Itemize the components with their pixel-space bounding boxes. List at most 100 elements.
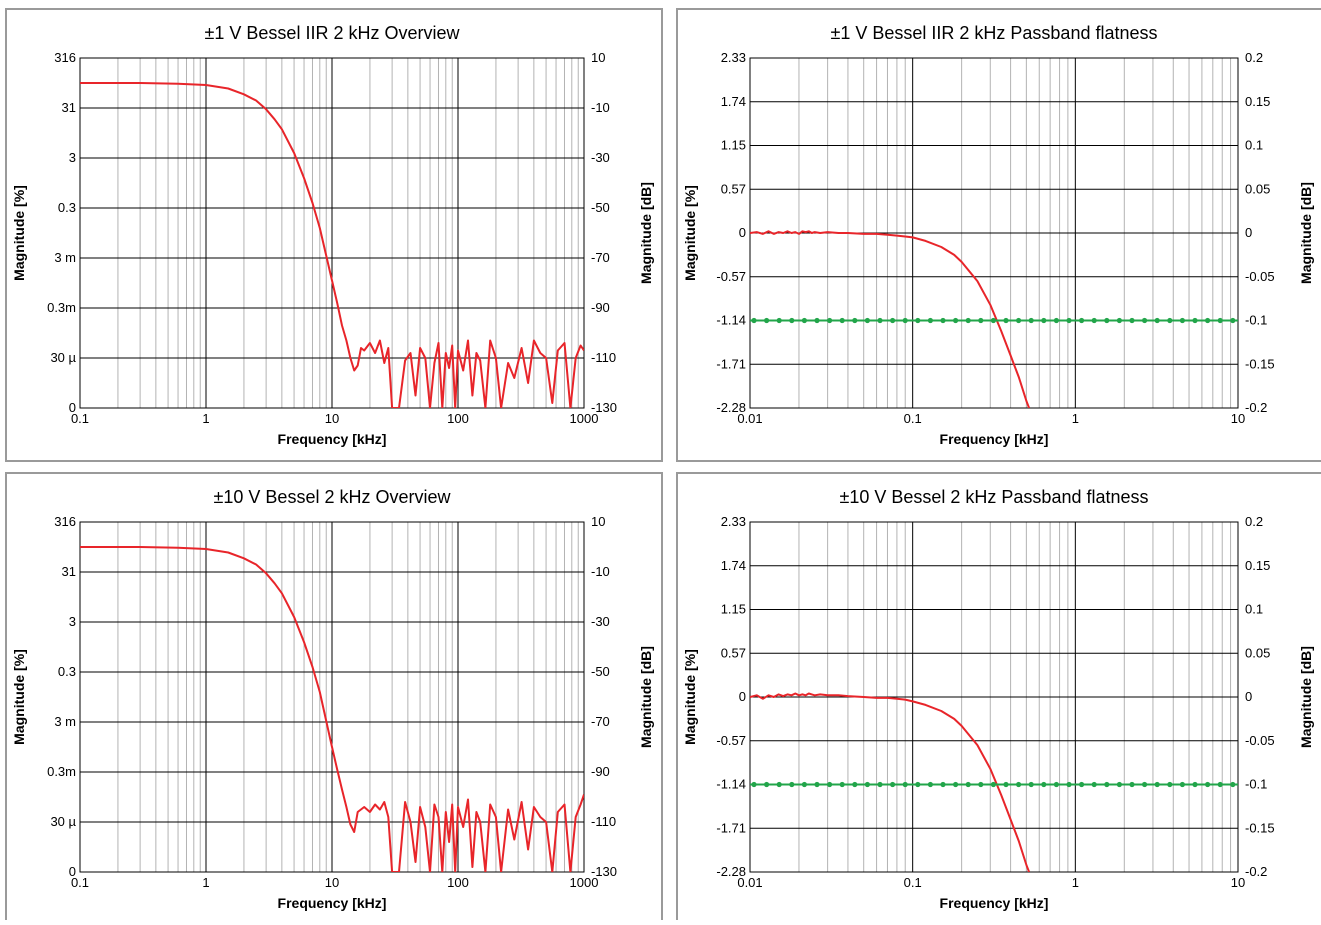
limit-marker (814, 318, 819, 323)
y-left-tick-label: 1.15 (721, 602, 746, 617)
y-right-tick-label: -130 (591, 400, 617, 415)
limit-marker (789, 782, 794, 787)
limit-marker (1016, 782, 1021, 787)
limit-marker (1142, 318, 1147, 323)
x-tick-label: 1 (202, 411, 209, 426)
limit-marker (928, 782, 933, 787)
limit-marker (852, 782, 857, 787)
limit-marker (1092, 782, 1097, 787)
chart-1v-overview: 0.1 1 10 100 1000 10 -10 -30 -50 -70 -90 -110 -130 31… (7, 10, 661, 460)
y-left-axis-label: Magnitude [%] (682, 185, 698, 281)
limit-marker (978, 782, 983, 787)
y-right-tick-label: -70 (591, 250, 610, 265)
y-left-tick-label: 3 (69, 150, 76, 165)
y-left-tick-label: 31 (62, 564, 76, 579)
y-axis-right: 10 -10 -30 -50 -70 -90 -110 -130 (80, 50, 617, 415)
y-left-tick-label: 0 (739, 689, 746, 704)
y-left-tick-label: 31 (62, 100, 76, 115)
y-right-tick-label: -70 (591, 714, 610, 729)
x-tick-label: 10 (325, 411, 339, 426)
limit-line (750, 318, 1238, 323)
limit-marker (1066, 782, 1071, 787)
limit-marker (940, 782, 945, 787)
limit-marker (751, 318, 756, 323)
y-left-tick-label: 3 m (54, 714, 76, 729)
limit-marker (1218, 782, 1223, 787)
y-left-tick-label: 1.74 (721, 94, 746, 109)
x-tick-label: 0.1 (904, 875, 922, 890)
limit-marker (1054, 318, 1059, 323)
y-left-axis-label: Magnitude [%] (11, 649, 27, 745)
y-left-tick-label: -0.57 (716, 269, 746, 284)
limit-marker (1192, 782, 1197, 787)
limit-marker (1079, 318, 1084, 323)
chart-10v-overview: 0.1 1 10 100 100010-10-30-50-70-90-110-13031… (7, 474, 661, 920)
y-right-tick-label: -50 (591, 200, 610, 215)
limit-marker (1129, 318, 1134, 323)
y-right-axis-label: Magnitude [dB] (638, 646, 654, 748)
limit-marker (827, 782, 832, 787)
limit-marker (1041, 782, 1046, 787)
limit-marker (1079, 782, 1084, 787)
y-left-tick-label: -1.71 (716, 820, 746, 835)
limit-marker (1218, 318, 1223, 323)
y-right-tick-label: 0.1 (1245, 602, 1263, 617)
y-axis-left: 3163130.33 m0.3m30 µ0 (47, 50, 76, 415)
limit-marker (840, 782, 845, 787)
y-right-axis-label: Magnitude [dB] (1298, 646, 1314, 748)
limit-marker (1054, 782, 1059, 787)
y-left-tick-label: -1.71 (716, 356, 746, 371)
y-right-tick-label: -30 (591, 150, 610, 165)
y-left-tick-label: 0.3m (47, 300, 76, 315)
limit-marker (1016, 318, 1021, 323)
limit-marker (1230, 318, 1235, 323)
y-right-tick-label: -10 (591, 100, 610, 115)
limit-marker (1029, 318, 1034, 323)
limit-marker (1117, 782, 1122, 787)
y-right-tick-label: 0 (1245, 689, 1252, 704)
y-axis-left: 3163130.33 m0.3m30 µ0 (47, 514, 76, 879)
limit-line (750, 782, 1238, 787)
chart-1v-flatness: 0.01 0.1 1 10 0.2 0.15 0.1 0.05 0 -0.05 -0.1 -0.15 -… (678, 10, 1321, 460)
chart-10v-flatness: 0.01 0.1 1 100.20.150.10.050-0.05-0.1-0.15-… (678, 474, 1321, 920)
x-tick-label: 10 (1231, 411, 1245, 426)
x-tick-label: 0.1 (904, 411, 922, 426)
limit-marker (953, 318, 958, 323)
limit-marker (764, 318, 769, 323)
chart-panel-10v-flatness: 0.01 0.1 1 10 0.2 0.15 0.1 0.05 0 -0.05 -0.1 -0.15 -… (676, 472, 1321, 920)
limit-marker (940, 318, 945, 323)
y-right-tick-label: -0.1 (1245, 777, 1267, 792)
limit-marker (903, 782, 908, 787)
limit-marker (827, 318, 832, 323)
y-left-tick-label: 2.33 (721, 514, 746, 529)
y-right-tick-label: -50 (591, 664, 610, 679)
minor-grid (118, 58, 578, 408)
x-tick-label: 10 (325, 875, 339, 890)
limit-marker (1104, 782, 1109, 787)
y-left-tick-label: 316 (54, 514, 76, 529)
limit-marker (1003, 318, 1008, 323)
limit-marker (865, 782, 870, 787)
y-axis-left: 2.33 1.74 1.15 0.57 0 -0.57 -1.14 -1.71 -2.28 (716, 514, 746, 879)
y-left-tick-label: 3 m (54, 250, 76, 265)
limit-marker (915, 782, 920, 787)
chart-title: ±10 V Bessel 2 kHz Overview (214, 487, 452, 507)
limit-marker (840, 318, 845, 323)
limit-marker (802, 782, 807, 787)
limit-marker (1066, 318, 1071, 323)
y-left-tick-label: 0 (69, 400, 76, 415)
limit-marker (890, 318, 895, 323)
y-right-tick-label: -0.1 (1245, 313, 1267, 328)
y-right-tick-label: -0.05 (1245, 269, 1275, 284)
y-left-tick-label: 2.33 (721, 50, 746, 65)
x-axis: 0.1 1 10 100 1000 (71, 58, 599, 426)
y-right-tick-label: 0.15 (1245, 94, 1270, 109)
y-left-tick-label: 3 (69, 614, 76, 629)
limit-marker (890, 782, 895, 787)
y-left-tick-label: 0.3m (47, 764, 76, 779)
chart-title: ±1 V Bessel IIR 2 kHz Overview (205, 23, 461, 43)
limit-marker (1029, 782, 1034, 787)
y-right-tick-label: 0 (1245, 225, 1252, 240)
y-left-tick-label: 30 µ (50, 350, 76, 365)
